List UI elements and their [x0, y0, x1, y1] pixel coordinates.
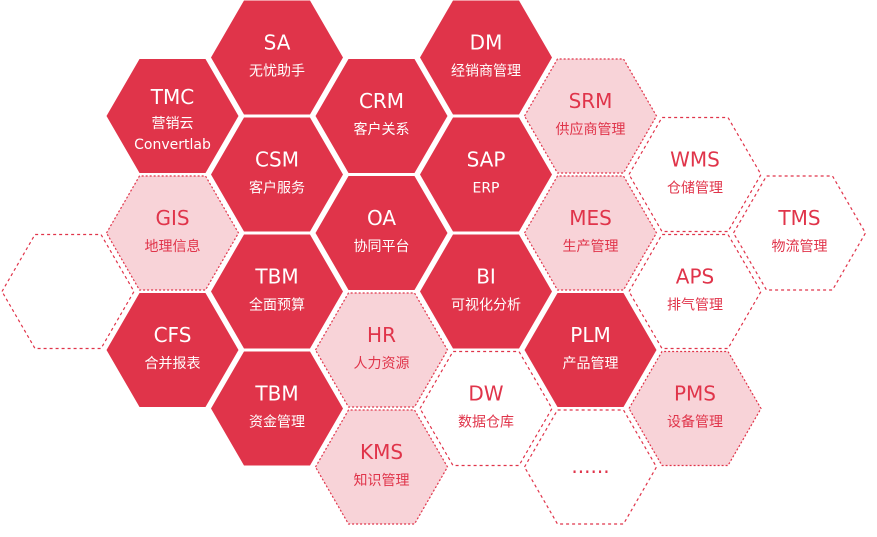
hexagon-shape: [628, 233, 762, 350]
hexagon-shape: [106, 293, 239, 407]
hexagon-shape: [419, 350, 553, 467]
hex-bi: BI 可视化分析: [420, 234, 552, 349]
hexagon-shape: [1, 233, 135, 350]
hex-subtitle: 地理信息: [145, 238, 201, 255]
hex-dm: DM 经销商管理: [420, 0, 552, 115]
hex-plm: PLM 产品管理: [524, 293, 657, 407]
hex-title: TMS: [777, 206, 820, 230]
hexagon-shape: [314, 409, 449, 525]
hex-subtitle: 可视化分析: [451, 298, 521, 314]
hex-subtitle: 产品管理: [563, 356, 619, 372]
hexagon-shape: [420, 0, 552, 115]
hex-title: TBM: [254, 382, 298, 406]
hex-title: CSM: [255, 148, 299, 172]
hex-sa: SA 无忧助手: [211, 0, 343, 115]
hex-tbm: TBM 资金管理: [211, 351, 343, 466]
hex-subtitle: 经销商管理: [451, 64, 521, 80]
hex-title: PMS: [674, 382, 716, 406]
hex-subtitle: 合并报表: [145, 356, 201, 372]
hexagon-shape: [523, 58, 658, 174]
hex-title: DW: [468, 382, 503, 406]
hex-dw: DW 数据仓库: [419, 350, 553, 467]
hex-subtitle: 生产管理: [563, 239, 619, 255]
hex-subtitle: 供应商管理: [556, 121, 626, 138]
hex-title: CRM: [359, 89, 404, 113]
hex-tbm: TBM 全面预算: [211, 234, 343, 349]
hex-title: HR: [367, 323, 396, 347]
hexagon-shape: [523, 175, 658, 291]
hex-crm: CRM 客户关系: [315, 59, 448, 173]
hex-csm: CSM 客户服务: [211, 117, 343, 232]
hexagon-shape: [211, 117, 343, 232]
hexagon-shape: [420, 117, 552, 232]
hex-tmc: TMC 营销云 Convertlab: [106, 59, 239, 173]
hexagon-shape: [315, 59, 448, 173]
hex-title: MES: [569, 206, 612, 230]
hex-subtitle: 无忧助手: [249, 64, 305, 80]
hexagon-shape: [211, 234, 343, 349]
hex-subtitle: 资金管理: [249, 415, 305, 431]
hex-subtitle: 客户关系: [354, 121, 410, 138]
hex-subtitle: 物流管理: [772, 239, 828, 255]
hexagon-shape: [523, 409, 658, 525]
hex-subtitle: 人力资源: [354, 356, 410, 372]
hex-kms: KMS 知识管理: [314, 409, 449, 525]
hex-title: ......: [571, 454, 609, 478]
hex-empty: [1, 233, 135, 350]
hex-title: OA: [367, 206, 396, 230]
hex-subtitle: 排气管理: [667, 298, 723, 314]
hex-subtitle: 客户服务: [249, 180, 305, 197]
hex-: ......: [523, 409, 658, 525]
hex-subtitle: 协同平台: [354, 239, 410, 255]
hex-title: SAP: [467, 148, 506, 172]
hex-title: DM: [470, 31, 503, 55]
hexagon-shape: [211, 0, 343, 115]
hex-tms: TMS 物流管理: [732, 175, 867, 291]
hex-sap: SAP ERP: [420, 117, 552, 232]
hex-subtitle: Convertlab: [134, 137, 211, 153]
hex-mes: MES 生产管理: [523, 175, 658, 291]
hex-oa: OA 协同平台: [315, 176, 448, 290]
hexagon-shape: [211, 351, 343, 466]
hex-title: SA: [264, 31, 291, 55]
hex-subtitle: 知识管理: [354, 472, 410, 489]
hex-cfs: CFS 合并报表: [106, 293, 239, 407]
hexagon-shape: [420, 234, 552, 349]
hex-title: PLM: [570, 323, 610, 347]
hex-title: TMC: [150, 85, 194, 109]
hex-subtitle: 设备管理: [667, 414, 723, 431]
hexagon-shape: [315, 176, 448, 290]
hex-title: GIS: [155, 206, 189, 230]
hex-gis: GIS 地理信息: [105, 175, 240, 291]
hex-subtitle: 全面预算: [249, 297, 305, 314]
hexagon-shape: [732, 175, 867, 291]
hex-title: BI: [476, 265, 496, 289]
hex-title: KMS: [360, 440, 403, 464]
hexagon-shape: [106, 59, 239, 173]
hex-title: WMS: [670, 148, 720, 172]
hexagon-shape: [628, 116, 762, 233]
hex-hr: HR 人力资源: [314, 292, 449, 408]
hex-title: TBM: [254, 265, 298, 289]
hex-pms: PMS 设备管理: [628, 350, 762, 467]
hex-title: SRM: [569, 89, 613, 113]
hexagon-shape: [524, 293, 657, 407]
hex-subtitle: ERP: [472, 181, 499, 197]
hex-subtitle: 营销云: [152, 116, 194, 132]
hex-aps: APS 排气管理: [628, 233, 762, 350]
hexagon-shape: [105, 175, 240, 291]
hex-title: APS: [676, 265, 714, 289]
hexagon-shape: [314, 292, 449, 408]
hex-subtitle: 仓储管理: [667, 181, 723, 197]
hex-title: CFS: [154, 323, 192, 347]
hex-srm: SRM 供应商管理: [523, 58, 658, 174]
hex-subtitle: 数据仓库: [458, 415, 514, 431]
hex-wms: WMS 仓储管理: [628, 116, 762, 233]
hexagon-shape: [628, 350, 762, 467]
